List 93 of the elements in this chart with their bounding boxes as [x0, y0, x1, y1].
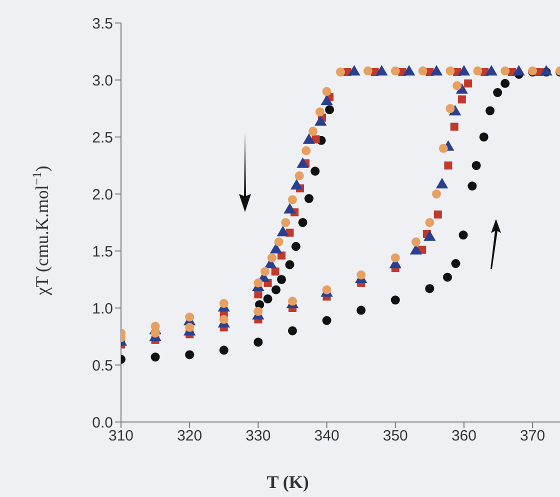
point — [390, 66, 400, 76]
point — [430, 65, 443, 76]
point — [185, 312, 194, 322]
point — [281, 218, 290, 228]
point — [458, 230, 468, 240]
x-tick-label: 370 — [520, 428, 546, 445]
point — [425, 218, 434, 228]
point — [356, 306, 366, 315]
y-tick-label: 0.5 — [92, 357, 113, 374]
point — [302, 146, 311, 156]
y-tick-label: 2.0 — [92, 186, 113, 204]
point — [348, 65, 360, 76]
point — [425, 284, 434, 294]
point — [390, 253, 400, 262]
point — [322, 86, 332, 96]
x-tick-label: 320 — [177, 428, 202, 445]
point — [468, 182, 477, 191]
point — [263, 294, 272, 304]
y-tick-label: 1.5 — [92, 243, 113, 260]
point — [458, 95, 466, 104]
point — [274, 237, 284, 246]
point — [411, 237, 420, 246]
point — [444, 162, 452, 170]
y-tick-label: 3.5 — [92, 15, 113, 32]
point — [294, 171, 304, 180]
point — [512, 65, 525, 76]
x-tick-label: 330 — [246, 428, 271, 445]
point — [446, 66, 455, 76]
point — [479, 132, 488, 142]
point — [486, 106, 495, 116]
point — [493, 88, 502, 98]
y-tick-label: 2.5 — [92, 129, 113, 146]
point — [442, 272, 452, 282]
point — [473, 66, 482, 76]
point — [291, 242, 300, 251]
point — [254, 290, 262, 298]
x-axis-title: T (K) — [266, 472, 309, 492]
point — [434, 210, 442, 219]
point — [432, 189, 442, 199]
point — [276, 274, 286, 284]
point — [464, 79, 472, 88]
point — [285, 260, 294, 270]
point — [288, 195, 297, 204]
point — [446, 104, 455, 114]
point — [451, 259, 460, 268]
point — [219, 298, 228, 308]
point — [314, 115, 327, 126]
point — [472, 160, 481, 170]
point — [254, 278, 263, 288]
point — [260, 267, 270, 276]
point — [315, 107, 324, 116]
point — [272, 285, 281, 294]
point — [500, 66, 510, 76]
point — [320, 94, 333, 106]
point — [500, 78, 510, 88]
point — [185, 322, 194, 332]
point — [254, 338, 263, 347]
point — [418, 66, 428, 76]
x-tick-label: 340 — [314, 428, 340, 445]
point — [438, 144, 448, 153]
point — [322, 316, 332, 326]
point — [298, 218, 308, 228]
point — [304, 194, 314, 204]
point — [254, 306, 263, 316]
point — [288, 296, 297, 306]
x-tick-label: 350 — [382, 428, 408, 445]
point — [452, 81, 462, 90]
y-tick-label: 3.0 — [92, 72, 113, 90]
point — [185, 350, 194, 360]
point — [219, 346, 228, 355]
point — [325, 105, 334, 114]
point — [458, 65, 470, 76]
point — [290, 179, 303, 190]
point — [390, 296, 400, 305]
point — [271, 268, 280, 276]
point — [150, 322, 160, 331]
point — [150, 352, 160, 362]
point — [308, 126, 318, 136]
x-tick-label: 360 — [451, 428, 476, 445]
point — [540, 65, 552, 76]
point — [363, 66, 372, 76]
point — [219, 314, 228, 324]
point — [336, 68, 346, 77]
point — [356, 270, 366, 280]
point — [322, 285, 332, 294]
point — [376, 65, 388, 76]
y-tick-label: 1.0 — [92, 300, 113, 318]
point — [403, 65, 416, 76]
point — [288, 326, 297, 336]
point — [485, 65, 498, 76]
point — [310, 166, 320, 176]
point — [267, 253, 276, 262]
point — [450, 122, 458, 131]
